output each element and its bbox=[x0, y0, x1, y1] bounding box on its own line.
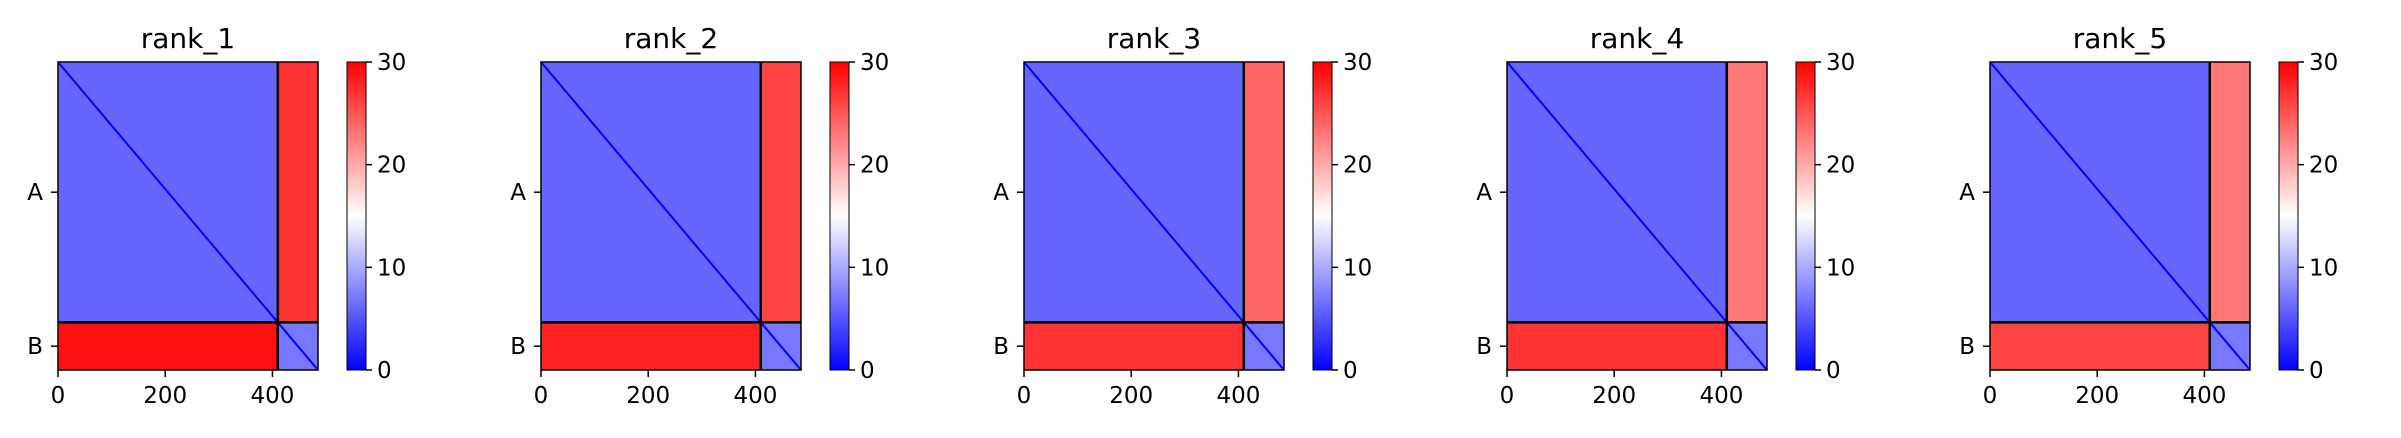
colorbar-tick-label: 30 bbox=[1343, 50, 1372, 76]
y-tick-label: B bbox=[1476, 334, 1492, 360]
heatmap-block-b-a bbox=[58, 322, 278, 370]
x-tick-label: 400 bbox=[733, 383, 777, 409]
x-tick-label: 400 bbox=[2182, 383, 2226, 409]
y-tick-label: A bbox=[1476, 180, 1492, 206]
colorbar-tick-label: 20 bbox=[377, 153, 406, 179]
diagonal-line bbox=[1506, 61, 1768, 371]
x-tick-label: 400 bbox=[250, 383, 294, 409]
x-tick-label: 400 bbox=[1216, 383, 1260, 409]
heatmap-block-a-b bbox=[277, 62, 318, 323]
colorbar-tick-label: 0 bbox=[2309, 358, 2324, 384]
x-tick-label: 0 bbox=[534, 383, 549, 409]
y-tick-label: B bbox=[510, 334, 526, 360]
panel-title: rank_1 bbox=[141, 22, 235, 55]
colorbar-tick-label: 30 bbox=[2309, 50, 2338, 76]
colorbar-tick-label: 0 bbox=[860, 358, 875, 384]
y-tick-label: A bbox=[993, 180, 1009, 206]
plot-frame bbox=[540, 61, 802, 371]
x-tick-label: 400 bbox=[1699, 383, 1743, 409]
colorbar bbox=[1312, 61, 1333, 371]
y-tick-label: B bbox=[993, 334, 1009, 360]
y-tick-label: A bbox=[1959, 180, 1975, 206]
x-tick-label: 0 bbox=[1017, 383, 1032, 409]
colorbar-tick-label: 30 bbox=[1826, 50, 1855, 76]
diagonal-line bbox=[1989, 61, 2251, 371]
x-tick-label: 200 bbox=[2075, 383, 2119, 409]
x-tick-label: 200 bbox=[626, 383, 670, 409]
colorbar-tick-label: 0 bbox=[377, 358, 392, 384]
diagonal-line bbox=[540, 61, 802, 371]
colorbar-tick-label: 0 bbox=[1826, 358, 1841, 384]
plot-frame bbox=[1506, 61, 1768, 371]
x-tick-label: 0 bbox=[1500, 383, 1515, 409]
x-tick-label: 200 bbox=[1592, 383, 1636, 409]
heatmap-block-b-a bbox=[541, 322, 761, 370]
colorbar bbox=[1795, 61, 1816, 371]
colorbar-tick-label: 0 bbox=[1343, 358, 1358, 384]
x-tick-label: 200 bbox=[1109, 383, 1153, 409]
colorbar-tick-label: 30 bbox=[377, 50, 406, 76]
panel-title: rank_3 bbox=[1107, 22, 1201, 55]
colorbar bbox=[2278, 61, 2299, 371]
heatmap-block-a-b bbox=[2209, 62, 2250, 323]
heatmap-block-b-a bbox=[1990, 322, 2210, 370]
colorbar-tick-label: 20 bbox=[2309, 153, 2338, 179]
y-tick-label: B bbox=[1959, 334, 1975, 360]
colorbar-tick-label: 10 bbox=[1343, 255, 1372, 281]
colorbar-tick-label: 30 bbox=[860, 50, 889, 76]
colorbar-tick-label: 10 bbox=[2309, 255, 2338, 281]
heatmap-block-a-b bbox=[1243, 62, 1284, 323]
heatmap-block-b-a bbox=[1024, 322, 1244, 370]
plot-frame bbox=[57, 61, 319, 371]
y-tick-label: B bbox=[27, 334, 43, 360]
plot-frame bbox=[1023, 61, 1285, 371]
panel-title: rank_4 bbox=[1590, 22, 1684, 55]
y-tick-label: A bbox=[27, 180, 43, 206]
y-tick-label: A bbox=[510, 180, 526, 206]
colorbar bbox=[346, 61, 367, 371]
colorbar-tick-label: 10 bbox=[1826, 255, 1855, 281]
colorbar-tick-label: 20 bbox=[1343, 153, 1372, 179]
panel-title: rank_2 bbox=[624, 22, 718, 55]
x-tick-label: 0 bbox=[1983, 383, 1998, 409]
x-tick-label: 0 bbox=[51, 383, 66, 409]
x-tick-label: 200 bbox=[143, 383, 187, 409]
diagonal-line bbox=[57, 61, 319, 371]
colorbar-tick-label: 10 bbox=[377, 255, 406, 281]
heatmap-block-a-b bbox=[760, 62, 801, 323]
colorbar-tick-label: 20 bbox=[860, 153, 889, 179]
colorbar-tick-label: 10 bbox=[860, 255, 889, 281]
colorbar bbox=[829, 61, 850, 371]
colorbar-tick-label: 20 bbox=[1826, 153, 1855, 179]
heatmap-block-a-b bbox=[1726, 62, 1767, 323]
diagonal-line bbox=[1023, 61, 1285, 371]
heatmap-block-b-a bbox=[1507, 322, 1727, 370]
plot-frame bbox=[1989, 61, 2251, 371]
panel-title: rank_5 bbox=[2073, 22, 2167, 55]
